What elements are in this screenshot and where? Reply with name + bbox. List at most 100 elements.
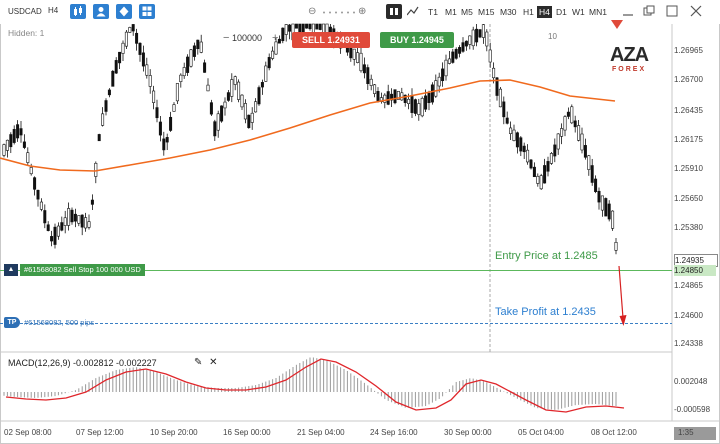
ten-label: 10 (548, 32, 557, 41)
trade-mode-button[interactable] (386, 4, 402, 19)
templates-button[interactable] (139, 4, 155, 19)
date-tick: 16 Sep 00:00 (223, 428, 271, 437)
lot-decrease-icon[interactable]: − (223, 32, 230, 44)
tf-h4[interactable]: H4 (537, 6, 552, 18)
indicators-button[interactable] (93, 4, 109, 19)
candle-body (12, 129, 16, 143)
sell-label: SELL (302, 35, 325, 45)
diamond-icon (119, 6, 129, 17)
line-chart-icon[interactable] (407, 6, 419, 17)
candle-body (186, 56, 190, 73)
candle-body (2, 144, 6, 156)
candle-body (434, 80, 438, 97)
close-indicator-icon[interactable]: ✕ (209, 357, 218, 368)
tp-icon: TP (4, 317, 20, 328)
candle-body (39, 201, 43, 210)
candle-body (155, 107, 159, 119)
candle-body (162, 138, 166, 151)
tf-w1[interactable]: W1 (572, 7, 585, 17)
tf-d1[interactable]: D1 (556, 7, 567, 17)
candle-body (444, 59, 448, 77)
candle-body (73, 213, 77, 222)
period-button[interactable]: H4 (48, 6, 59, 15)
maximize-icon[interactable] (666, 5, 678, 17)
candle-body (570, 106, 574, 124)
buy-price: 1.24945 (411, 35, 444, 45)
order-arrow-icon: ▲ (4, 264, 18, 276)
minimize-icon[interactable] (622, 7, 634, 17)
zoom-slider-dots[interactable] (322, 11, 358, 14)
grid-icon (142, 6, 152, 16)
candle-body (553, 144, 557, 157)
candle-body (288, 24, 292, 32)
candle-body (604, 198, 608, 217)
candle-body (386, 91, 390, 105)
candle-body (94, 162, 98, 177)
candle-body (199, 41, 203, 53)
candle-body (22, 141, 26, 148)
chart-scrollbar[interactable]: 1:35 (674, 427, 716, 440)
chart-type-button[interactable] (70, 4, 86, 19)
tf-mn1[interactable]: MN1 (589, 7, 607, 17)
candle-body (580, 133, 584, 151)
tf-t1[interactable]: T1 (428, 7, 438, 17)
tf-m30[interactable]: M30 (500, 7, 517, 17)
candle-body (233, 76, 237, 85)
sell-button[interactable]: SELL 1.24931 (292, 32, 370, 48)
candle-body (50, 236, 54, 242)
pencil-icon[interactable]: ✎ (194, 357, 203, 368)
candle-body (407, 98, 411, 104)
candle-body (475, 28, 479, 43)
candle-body (257, 87, 261, 105)
candle-body (53, 226, 57, 245)
candle-body (216, 113, 220, 131)
date-tick: 02 Sep 08:00 (4, 428, 52, 437)
candle-body (417, 103, 421, 115)
candle-body (396, 91, 400, 100)
candle-body (152, 90, 156, 103)
candle-body (481, 24, 485, 38)
candle-body (485, 31, 489, 47)
order-price-tag: 1.24850 (674, 265, 716, 276)
candle-body (277, 38, 281, 44)
lot-increase-icon[interactable]: + (272, 32, 279, 44)
tf-m15[interactable]: M15 (478, 7, 495, 17)
price-tick: 1.24600 (674, 311, 703, 320)
tf-h1[interactable]: H1 (523, 7, 534, 17)
lot-size-value[interactable]: 100000 (232, 33, 263, 43)
buy-button[interactable]: BUY 1.24945 (380, 32, 454, 48)
zoom-in-icon[interactable]: ⊕ (358, 6, 367, 17)
drawing-tools-button[interactable] (116, 4, 132, 19)
candle-body (522, 145, 526, 153)
macd-signal-line (5, 358, 625, 413)
candle-body (264, 65, 268, 82)
entry-price-annotation: Entry Price at 1.2485 (495, 250, 598, 262)
candles-pair-icon (390, 8, 398, 15)
close-icon[interactable] (690, 5, 702, 17)
candle-body (60, 222, 64, 231)
candle-body (498, 88, 502, 108)
candlesticks (2, 23, 618, 255)
candle-body (512, 129, 516, 141)
tf-m1[interactable]: M1 (445, 7, 457, 17)
zoom-out-icon[interactable]: ⊖ (308, 6, 317, 17)
symbol-label[interactable]: USDCAD (8, 7, 42, 16)
scale-label: 1:35 (678, 428, 694, 437)
candle-body (560, 128, 564, 137)
price-tick: 1.25650 (674, 194, 703, 203)
candle-body (223, 101, 227, 109)
tf-m5[interactable]: M5 (461, 7, 473, 17)
candle-body (369, 78, 373, 86)
candle-body (424, 95, 428, 110)
chart-toolbar: USDCAD H4 ⊖ ⊕ T1 M1 M5 M15 M (0, 0, 720, 24)
candle-body (539, 175, 543, 190)
logo-subtext: FOREX (612, 66, 647, 73)
candle-body (315, 23, 319, 30)
restore-icon[interactable] (643, 5, 655, 17)
candle-body (573, 120, 577, 128)
candle-body (373, 84, 377, 94)
candle-body (458, 47, 462, 54)
price-tick: 1.25380 (674, 223, 703, 232)
candle-body (366, 67, 370, 84)
